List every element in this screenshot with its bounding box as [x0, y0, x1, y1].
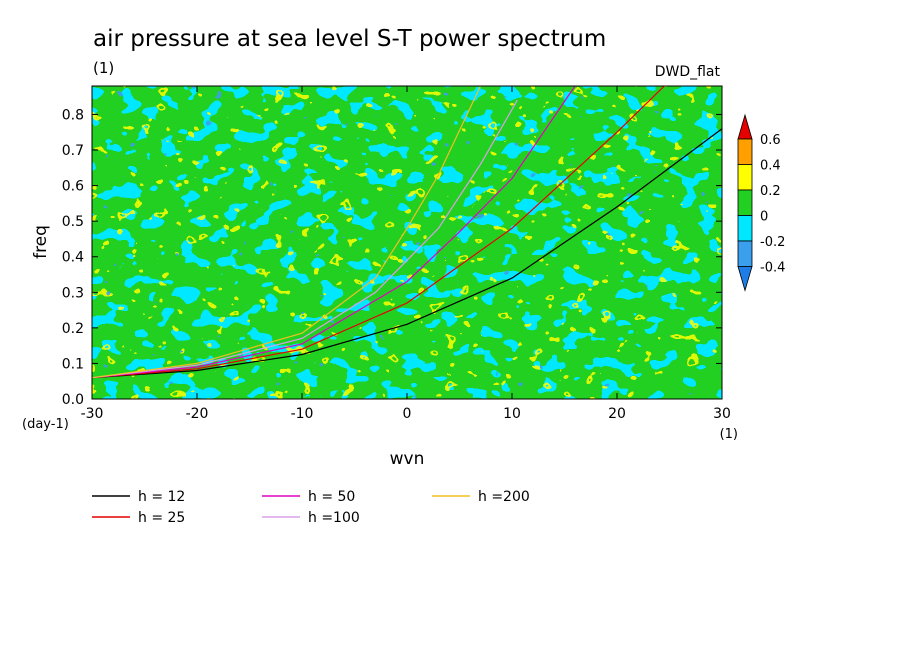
colorbar-label: 0.4	[760, 159, 781, 174]
series-line-3	[92, 99, 518, 379]
legend-label: h =200	[478, 489, 530, 505]
legend-label: h = 25	[138, 510, 185, 526]
dispersion-curves	[92, 86, 722, 379]
colorbar-label: -0.4	[760, 261, 785, 276]
series-line-2	[92, 86, 576, 379]
legend-label: h =100	[308, 510, 360, 526]
y-tick-label: 0.0	[62, 392, 84, 408]
source-label: DWD_flat	[655, 64, 721, 80]
colorbar: 0.6 0.4 0.2 0 -0.2 -0.4	[737, 113, 785, 292]
colorbar-label: -0.2	[760, 235, 785, 250]
y-tick-label: 0.3	[62, 285, 84, 301]
x-axis-label: wvn	[390, 449, 425, 469]
colorbar-label: 0.2	[760, 184, 781, 199]
colorbar-label: 0	[760, 210, 768, 225]
x-tick-label: 0	[403, 406, 412, 422]
chart-title: air pressure at sea level S-T power spec…	[93, 26, 606, 52]
legend-label: h = 50	[308, 489, 355, 505]
colorbar-box	[737, 164, 753, 191]
y-tick-label: 0.6	[62, 179, 84, 195]
series-line-1	[92, 86, 665, 379]
y-tick-label: 0.4	[62, 250, 84, 266]
colorbar-box	[737, 138, 753, 165]
chart-subtitle: (1)	[93, 59, 114, 77]
colorbar-max-arrow	[737, 113, 753, 140]
colorbar-box	[737, 215, 753, 242]
x-tick-label: -10	[291, 406, 314, 422]
colorbar-box	[737, 189, 753, 216]
x-tick-label: -20	[186, 406, 209, 422]
y-tick-label: 0.8	[62, 107, 84, 123]
x-tick-label: 30	[713, 406, 731, 422]
y-unit-label: (day-1)	[22, 417, 69, 432]
x-unit-label: (1)	[720, 427, 738, 442]
x-tick-label: 20	[608, 406, 626, 422]
heatmap-field	[92, 86, 722, 399]
series-line-0	[92, 128, 722, 379]
series-line-4	[92, 86, 482, 379]
y-tick-label: 0.1	[62, 356, 84, 372]
colorbar-label: 0.6	[760, 133, 781, 148]
colorbar-box	[737, 240, 753, 267]
y-tick-label: 0.7	[62, 143, 84, 159]
y-tick-label: 0.5	[62, 214, 84, 230]
x-tick-label: 10	[503, 406, 521, 422]
legend-label: h = 12	[138, 489, 185, 505]
y-axis-label: freq	[31, 225, 51, 259]
legend: h = 12 h = 25 h = 50 h =100 h =200	[92, 489, 530, 526]
y-axis: 0.0 0.1 0.2 0.3 0.4 0.5 0.6 0.7 0.8	[62, 107, 722, 408]
y-tick-label: 0.2	[62, 321, 84, 337]
x-axis: -30 -20 -10 0 10 20 30	[81, 86, 731, 422]
x-tick-label: -30	[81, 406, 104, 422]
colorbar-min-arrow	[737, 266, 753, 292]
